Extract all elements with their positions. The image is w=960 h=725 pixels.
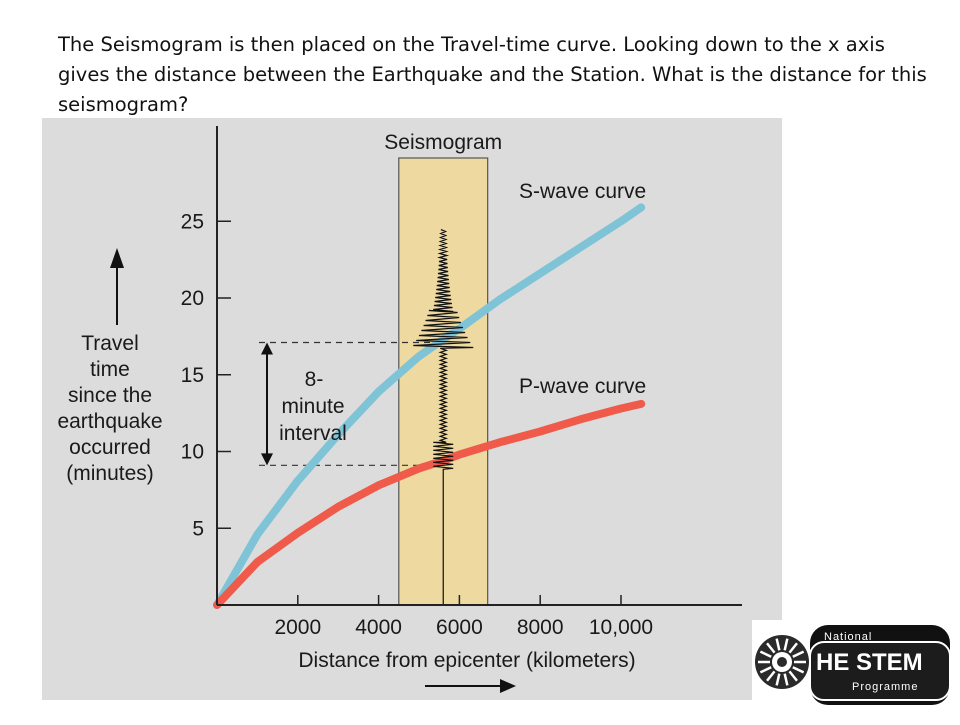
y-axis-label-line: time [90, 358, 130, 381]
seal-icon [755, 635, 809, 689]
y-tick-label: 5 [192, 517, 204, 540]
seismogram-title: Seismogram [384, 131, 502, 154]
p-wave-label: P-wave curve [519, 375, 646, 398]
seal-ray [783, 673, 789, 686]
interval-annotation-line: 8- [305, 368, 324, 391]
logo-line1: National [824, 631, 872, 643]
interval-annotation-line: minute [281, 395, 344, 418]
y-tick-label: 15 [181, 364, 204, 387]
seal-ray [775, 673, 781, 686]
y-axis-label-line: (minutes) [66, 462, 154, 485]
seismogram-trace [413, 228, 474, 605]
interval-arrowhead-up [261, 342, 273, 355]
interval-annotation-line: interval [279, 422, 347, 445]
seal-ray [788, 670, 798, 682]
interval-arrowhead-down [261, 453, 273, 466]
y-tick-label: 20 [181, 287, 204, 310]
x-axis-arrowhead [500, 679, 516, 693]
seal-ray [792, 650, 805, 658]
y-tick-label: 25 [181, 210, 204, 233]
x-tick-label: 10,000 [589, 616, 653, 639]
logo-line2: HE STEM [816, 649, 923, 676]
he-stem-logo: National HE STEM Programme [752, 620, 960, 720]
y-axis-arrowhead [110, 248, 124, 268]
slide-caption: The Seismogram is then placed on the Tra… [58, 33, 927, 116]
seal-ray [766, 670, 776, 682]
seal-ray [759, 650, 772, 658]
seal-ray [783, 638, 789, 651]
seal-ray [759, 666, 772, 674]
p-wave-curve [213, 399, 646, 609]
logo-line3: Programme [852, 681, 918, 693]
seal-ray [788, 642, 798, 654]
x-tick-label: 8000 [517, 616, 564, 639]
s-wave-label: S-wave curve [519, 180, 646, 203]
travel-time-figure: Seismogram 8- minute interval S-wave curve P-… [42, 118, 782, 700]
travel-time-chart: Seismogram 8- minute interval S-wave curve P-… [42, 118, 782, 700]
x-axis-label: Distance from epicenter (kilometers) [298, 649, 635, 672]
y-axis-label-line: earthquake [57, 410, 162, 433]
y-tick-label: 10 [181, 441, 204, 464]
seal-ray [775, 638, 781, 651]
seal-ray [766, 642, 776, 654]
x-tick-label: 4000 [355, 616, 402, 639]
seal-ray [792, 666, 805, 674]
y-axis-label-line: Travel [81, 332, 139, 355]
y-axis-label-line: occurred [69, 436, 151, 459]
x-tick-label: 2000 [274, 616, 321, 639]
x-tick-label: 6000 [436, 616, 483, 639]
y-axis-label-line: since the [68, 384, 152, 407]
